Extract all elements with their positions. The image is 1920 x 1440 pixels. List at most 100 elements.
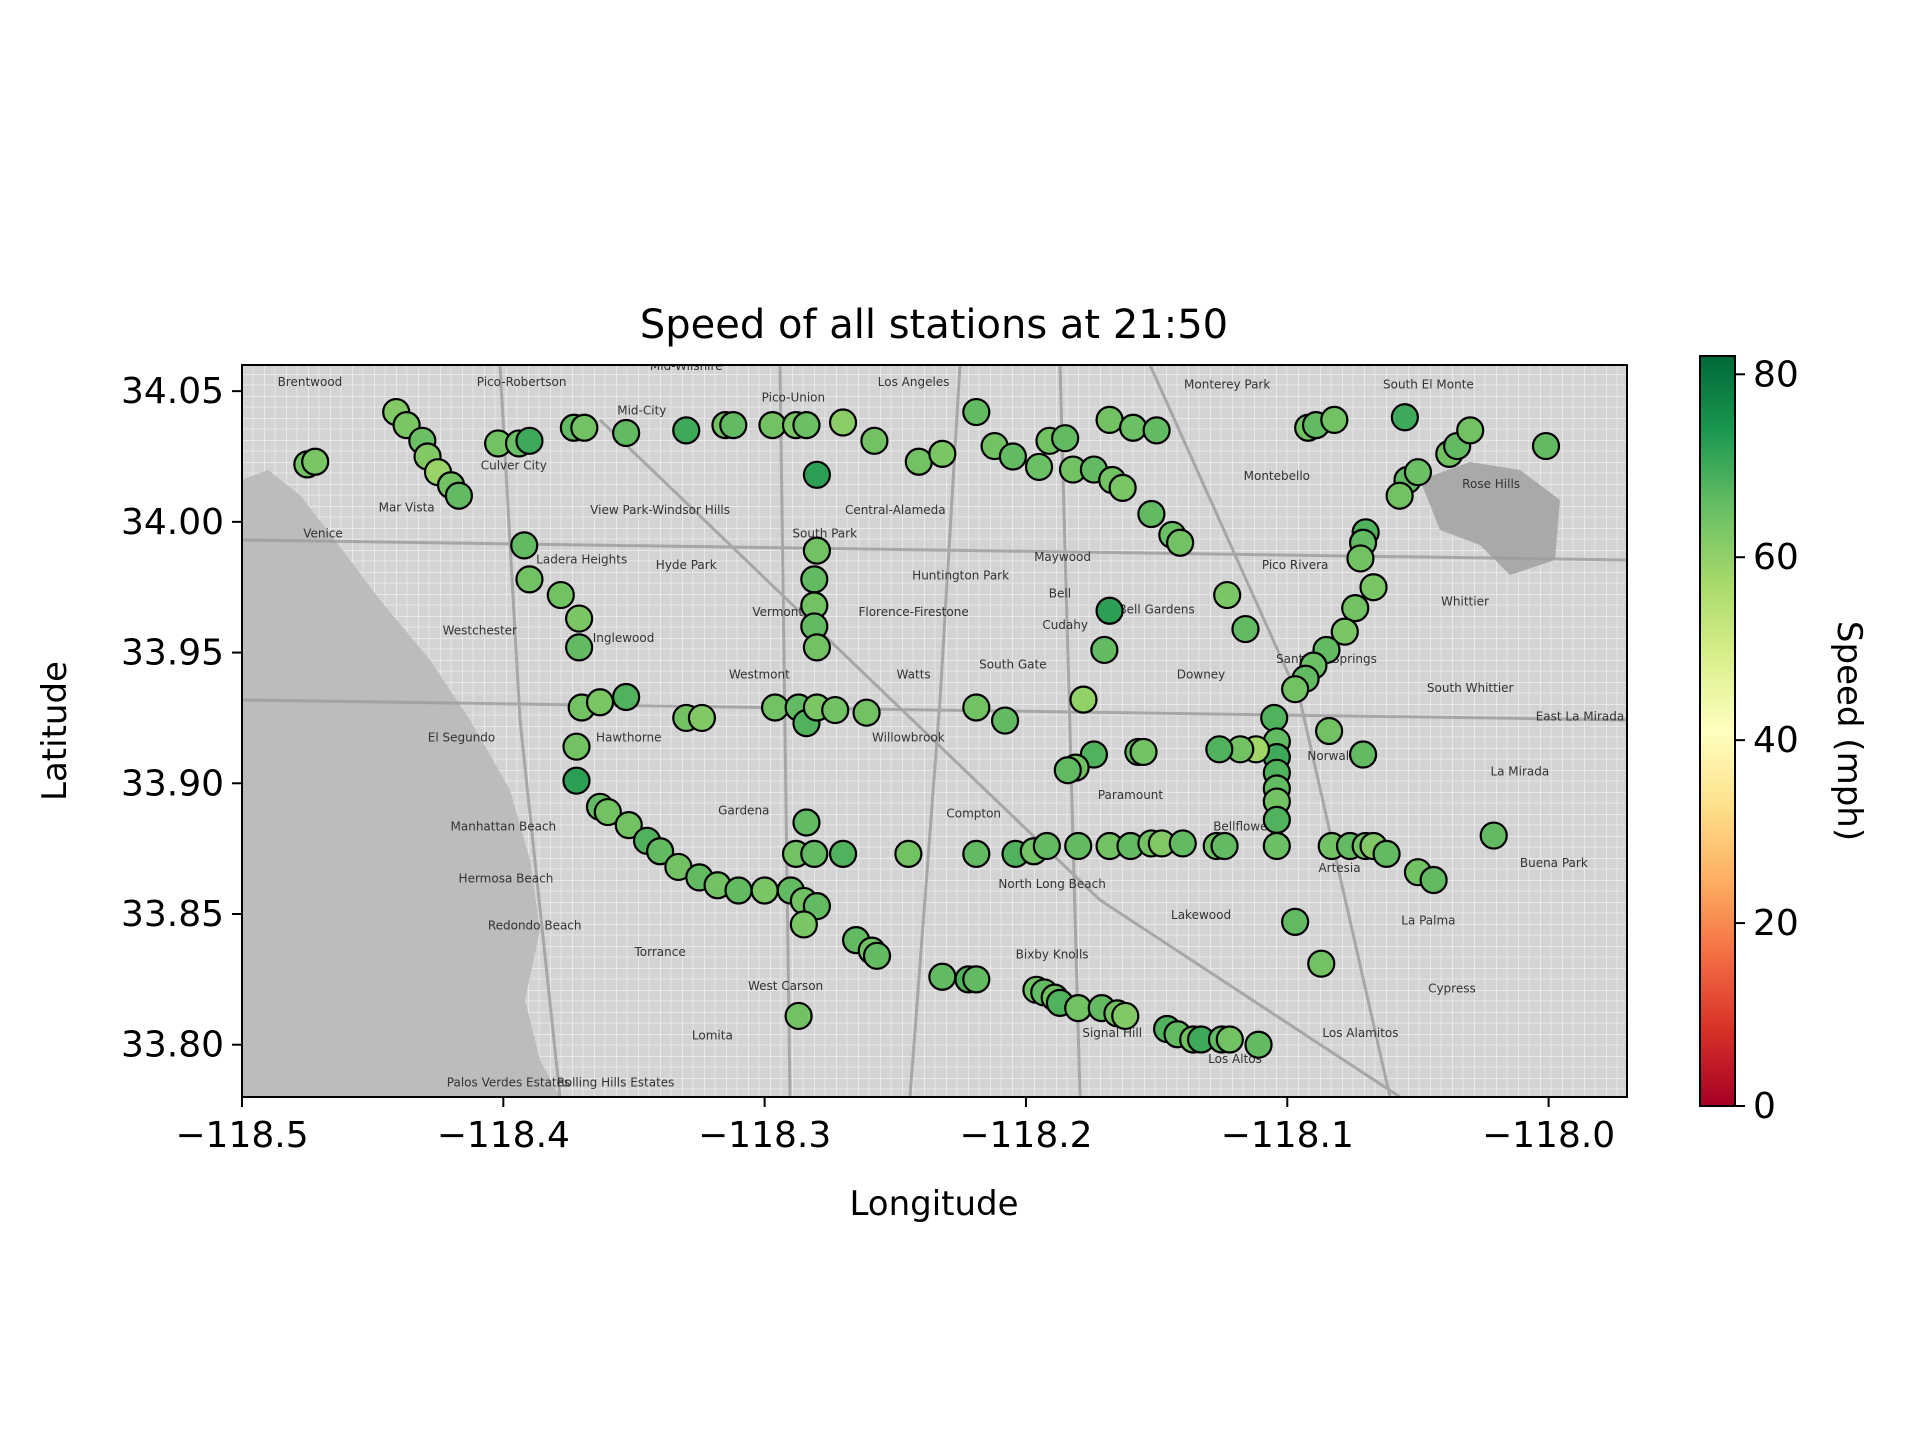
basemap-label: Rose Hills bbox=[1462, 477, 1520, 491]
station-point bbox=[1064, 994, 1093, 1023]
station-point bbox=[612, 682, 641, 712]
basemap-label: Cypress bbox=[1428, 981, 1476, 995]
colorbar-ticks: 0 20 40 60 80 bbox=[1735, 354, 1799, 1127]
station-point bbox=[1166, 528, 1195, 557]
station-point bbox=[802, 633, 832, 662]
station-point bbox=[904, 447, 933, 476]
station-point bbox=[792, 808, 821, 837]
station-point bbox=[646, 837, 675, 866]
station-point bbox=[928, 962, 957, 991]
basemap-label: Paramount bbox=[1098, 788, 1164, 802]
station-point bbox=[1090, 635, 1119, 665]
station-point bbox=[962, 965, 991, 994]
plot-frame bbox=[241, 364, 1628, 1098]
station-point bbox=[1129, 737, 1158, 767]
station-point bbox=[1260, 703, 1289, 733]
basemap-label: Artesia bbox=[1318, 861, 1360, 875]
basemap-label: Compton bbox=[946, 806, 1001, 820]
basemap-label: Mid-Wilshire bbox=[650, 359, 723, 373]
station-point bbox=[1215, 1025, 1244, 1054]
station-point bbox=[1051, 424, 1080, 453]
basemap-label: La Palma bbox=[1401, 913, 1455, 927]
station-point bbox=[1479, 821, 1508, 850]
colorbar: 0 20 40 60 80 Speed (mph) bbox=[1699, 354, 1869, 1127]
basemap-label: Brentwood bbox=[278, 375, 343, 389]
station-point bbox=[1403, 458, 1433, 487]
station-point bbox=[998, 442, 1027, 471]
station-point bbox=[1108, 473, 1137, 502]
basemap-label: Buena Park bbox=[1520, 856, 1588, 870]
basemap-label: Inglewood bbox=[593, 631, 655, 645]
basemap-label: Los Altos bbox=[1208, 1052, 1262, 1066]
basemap-label: Downey bbox=[1177, 668, 1226, 682]
station-point bbox=[852, 698, 881, 727]
station-point bbox=[1119, 413, 1148, 442]
colorbar-tick-label: 40 bbox=[1753, 720, 1799, 761]
station-points bbox=[293, 397, 1561, 1059]
basemap-label: Huntington Park bbox=[912, 568, 1009, 582]
basemap-label: Lomita bbox=[692, 1028, 733, 1042]
basemap-label: East La Mirada bbox=[1536, 710, 1625, 724]
basemap-label: Maywood bbox=[1034, 550, 1091, 564]
station-point bbox=[1142, 416, 1171, 445]
station-point bbox=[1307, 949, 1336, 978]
basemap-label: Rolling Hills Estates bbox=[557, 1076, 675, 1090]
x-tick-label: −118.0 bbox=[1482, 1115, 1615, 1156]
station-point bbox=[1281, 675, 1310, 704]
station-point bbox=[1330, 617, 1359, 646]
chart-title: Speed of all stations at 21:50 bbox=[640, 302, 1228, 348]
station-point bbox=[724, 876, 753, 905]
station-point bbox=[614, 811, 643, 840]
station-point bbox=[1390, 403, 1419, 432]
station-point bbox=[1419, 865, 1448, 895]
station-point bbox=[860, 426, 889, 455]
basemap-label: Hawthorne bbox=[596, 730, 662, 744]
basemap-label: Bellflower bbox=[1213, 819, 1272, 833]
colorbar-tick-label: 0 bbox=[1753, 1086, 1776, 1127]
basemap-label: Mar Vista bbox=[379, 500, 435, 514]
station-point bbox=[1210, 831, 1239, 861]
station-point bbox=[515, 565, 544, 594]
basemap-label: Monterey Park bbox=[1184, 378, 1270, 392]
station-point bbox=[687, 703, 717, 733]
basemap-label: North Long Beach bbox=[998, 877, 1105, 891]
station-point bbox=[802, 536, 832, 565]
basemap-label: Florence-Firestone bbox=[858, 605, 968, 619]
basemap-label: Los Angeles bbox=[878, 375, 950, 389]
station-point bbox=[792, 411, 821, 440]
basemap-label: Central-Alameda bbox=[845, 503, 946, 517]
station-point bbox=[894, 839, 923, 868]
station-point bbox=[1205, 735, 1234, 764]
colorbar-tick-label: 20 bbox=[1753, 903, 1799, 944]
x-tick-label: −118.5 bbox=[175, 1115, 308, 1156]
station-point bbox=[750, 876, 779, 905]
basemap-label: Watts bbox=[897, 668, 931, 682]
station-point bbox=[565, 604, 594, 633]
station-point bbox=[1069, 685, 1098, 714]
station-point bbox=[1531, 431, 1561, 461]
basemap-label: Bell Gardens bbox=[1118, 602, 1194, 616]
basemap-label: Hermosa Beach bbox=[459, 872, 554, 886]
station-point bbox=[1231, 614, 1260, 644]
station-point bbox=[1168, 829, 1197, 858]
basemap-label: Palos Verdes Estates bbox=[447, 1076, 570, 1090]
station-point bbox=[1348, 740, 1378, 769]
station-point bbox=[612, 418, 641, 448]
station-point bbox=[1032, 831, 1061, 861]
y-tick-label: 33.85 bbox=[121, 894, 224, 935]
station-point bbox=[1320, 405, 1349, 434]
basemap-label: Gardena bbox=[718, 804, 769, 818]
basemap-label: Los Alamitos bbox=[1322, 1026, 1398, 1040]
station-point bbox=[928, 439, 957, 468]
basemap-label: Venice bbox=[303, 527, 343, 541]
basemap-label: Cudahy bbox=[1042, 618, 1088, 632]
basemap-label: Westchester bbox=[443, 623, 517, 637]
basemap-label: Whittier bbox=[1441, 595, 1489, 609]
basemap-label: South Park bbox=[792, 527, 857, 541]
basemap-label: South El Monte bbox=[1383, 378, 1474, 392]
basemap-label: West Carson bbox=[748, 979, 823, 993]
station-point bbox=[562, 766, 591, 795]
station-point bbox=[802, 460, 832, 489]
basemap-label: Willowbrook bbox=[872, 730, 945, 744]
